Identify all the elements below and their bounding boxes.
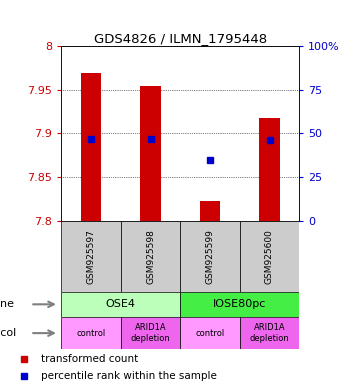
Bar: [240, 317, 299, 349]
Text: GSM925597: GSM925597: [86, 229, 96, 284]
Text: percentile rank within the sample: percentile rank within the sample: [41, 371, 217, 381]
Text: IOSE80pc: IOSE80pc: [213, 299, 266, 310]
Text: OSE4: OSE4: [106, 299, 136, 310]
Bar: [240, 221, 299, 292]
Bar: [80, 73, 101, 221]
Text: ARID1A
depletion: ARID1A depletion: [131, 323, 170, 343]
Bar: [61, 317, 121, 349]
Text: GSM925598: GSM925598: [146, 229, 155, 284]
Text: GSM925600: GSM925600: [265, 229, 274, 284]
Text: transformed count: transformed count: [41, 354, 139, 364]
Bar: [259, 118, 280, 221]
Text: protocol: protocol: [0, 328, 16, 338]
Bar: [140, 86, 161, 221]
Bar: [180, 292, 299, 317]
Bar: [121, 317, 180, 349]
Bar: [180, 317, 240, 349]
Bar: [61, 292, 180, 317]
Text: ARID1A
depletion: ARID1A depletion: [250, 323, 289, 343]
Bar: [180, 221, 240, 292]
Bar: [121, 221, 180, 292]
Bar: [199, 201, 220, 221]
Bar: [61, 221, 121, 292]
Text: GSM925599: GSM925599: [205, 229, 215, 284]
Text: control: control: [195, 329, 225, 338]
Text: cell line: cell line: [0, 299, 14, 310]
Text: control: control: [76, 329, 106, 338]
Title: GDS4826 / ILMN_1795448: GDS4826 / ILMN_1795448: [94, 32, 267, 45]
